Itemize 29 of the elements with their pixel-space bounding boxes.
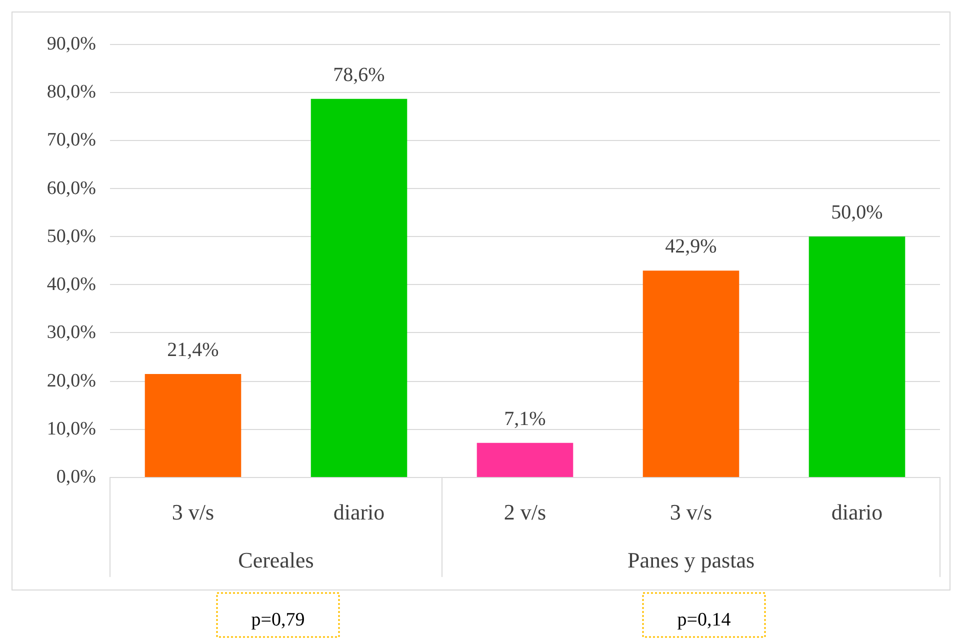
y-tick-label: 20,0%	[46, 370, 96, 392]
bar	[476, 442, 574, 477]
data-label: 7,1%	[504, 408, 546, 430]
y-tick-label: 60,0%	[46, 178, 96, 199]
y-tick-label: 70,0%	[46, 130, 96, 151]
text: Panes y pastas	[627, 548, 755, 572]
y-tick-label: 0,0%	[56, 466, 96, 488]
text: p=0,14	[677, 610, 732, 630]
x-tick-label: 3 v/s	[172, 500, 214, 524]
y-tick-label: 10,0%	[46, 418, 96, 440]
bar	[808, 236, 906, 477]
data-label: 50,0%	[831, 201, 883, 224]
bar	[144, 374, 242, 477]
x-tick-label: 2 v/s	[504, 500, 546, 524]
bar	[310, 98, 408, 477]
y-tick-label: 50,0%	[46, 226, 96, 247]
y-tick-label: 30,0%	[46, 322, 96, 344]
data-label: 78,6%	[333, 64, 385, 86]
text: p=0,79	[251, 610, 305, 630]
y-tick-label: 80,0%	[46, 82, 96, 103]
y-tick-label: 40,0%	[46, 274, 96, 296]
bar	[642, 270, 740, 477]
data-label: 21,4%	[167, 339, 219, 362]
text: Cereales	[238, 548, 314, 572]
x-tick-label: diario	[831, 500, 883, 524]
y-tick-label: 90,0%	[46, 34, 96, 54]
x-tick-label: 3 v/s	[670, 500, 712, 524]
data-label: 42,9%	[665, 236, 717, 258]
x-tick-label: diario	[333, 500, 385, 524]
